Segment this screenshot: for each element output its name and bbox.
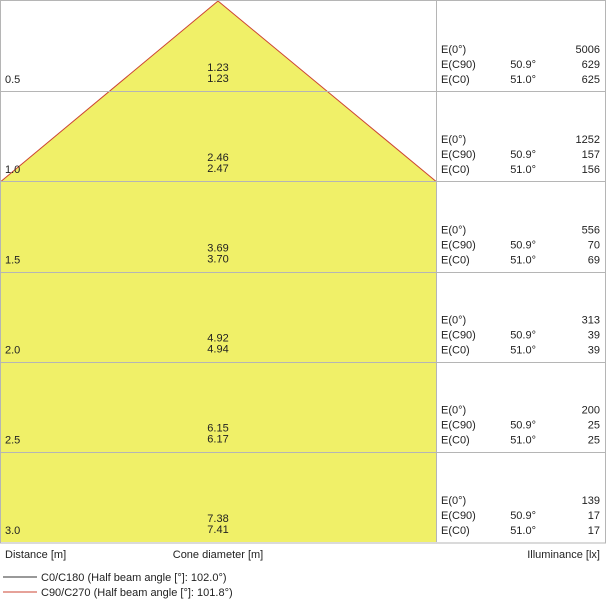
- cone-diameter-c0: 6.15: [207, 423, 228, 435]
- ec90-value: 25: [588, 420, 600, 432]
- ec90-angle: 50.9°: [510, 239, 536, 251]
- cone-diameter-c0: 7.38: [207, 513, 228, 525]
- distance-row: 0.5 1.231.23 E(0°) 5006 E(C90) 50.9° 629 E(C0) 5…: [5, 44, 600, 86]
- ec90-label: E(C90): [441, 510, 476, 522]
- distance-value: 2.0: [5, 345, 20, 357]
- ec90-label: E(C90): [441, 420, 476, 432]
- distance-row: 1.5 3.693.70 E(0°) 556 E(C90) 50.9° 70 E(C0) 51.…: [5, 224, 600, 266]
- e0-value: 200: [582, 405, 600, 417]
- ec90-value: 70: [588, 239, 600, 251]
- ec90-angle: 50.9°: [510, 149, 536, 161]
- distance-axis-label: Distance [m]: [5, 549, 66, 561]
- ec0-label: E(C0): [441, 345, 470, 357]
- e0-label: E(0°): [441, 134, 466, 146]
- ec0-angle: 51.0°: [510, 164, 536, 176]
- e0-label: E(0°): [441, 224, 466, 236]
- ec90-label: E(C90): [441, 59, 476, 71]
- ec0-value: 17: [588, 525, 600, 537]
- ec0-label: E(C0): [441, 254, 470, 266]
- cone-diameter-c0: 4.92: [207, 333, 228, 345]
- ec0-value: 156: [582, 164, 600, 176]
- ec0-angle: 51.0°: [510, 435, 536, 447]
- ec0-label: E(C0): [441, 164, 470, 176]
- ec0-angle: 51.0°: [510, 345, 536, 357]
- distance-value: 1.5: [5, 254, 20, 266]
- cone-diameter-c90: 2.47: [207, 163, 228, 175]
- cone-diameter-c90: 6.17: [207, 434, 228, 446]
- illuminance-label: Illuminance [lx]: [527, 549, 600, 561]
- distance-value: 1.0: [5, 164, 20, 176]
- ec90-label: E(C90): [441, 149, 476, 161]
- distance-row: 3.0 7.387.41 E(0°) 139 E(C90) 50.9° 17 E(C0) 51.…: [5, 495, 600, 537]
- cone-diameter-c90: 7.41: [207, 524, 228, 536]
- ec0-label: E(C0): [441, 435, 470, 447]
- cone-diameter-c90: 4.94: [207, 344, 228, 356]
- distance-row: 2.5 6.156.17 E(0°) 200 E(C90) 50.9° 25 E(C0) 51.…: [5, 405, 600, 447]
- cone-diameter-c90: 3.70: [207, 253, 228, 265]
- e0-value: 556: [582, 224, 600, 236]
- ec0-angle: 51.0°: [510, 254, 536, 266]
- ec0-value: 69: [588, 254, 600, 266]
- ec90-angle: 50.9°: [510, 59, 536, 71]
- distance-value: 2.5: [5, 435, 20, 447]
- ec0-angle: 51.0°: [510, 74, 536, 86]
- ec0-value: 39: [588, 345, 600, 357]
- ec90-value: 157: [582, 149, 600, 161]
- ec90-angle: 50.9°: [510, 330, 536, 342]
- ec90-label: E(C90): [441, 239, 476, 251]
- rows-layer: 0.5 1.231.23 E(0°) 5006 E(C90) 50.9° 629 E(C0) 5…: [5, 44, 600, 537]
- cone-diameter-c90: 1.23: [207, 73, 228, 85]
- ec90-value: 17: [588, 510, 600, 522]
- e0-label: E(0°): [441, 44, 466, 56]
- ec0-value: 625: [582, 74, 600, 86]
- e0-label: E(0°): [441, 495, 466, 507]
- cone-diameter-c0: 2.46: [207, 152, 228, 164]
- cone-diameter-c0: 3.69: [207, 242, 228, 254]
- e0-label: E(0°): [441, 405, 466, 417]
- distance-row: 2.0 4.924.94 E(0°) 313 E(C90) 50.9° 39 E(C0) 51.…: [5, 315, 600, 357]
- distance-row: 1.0 2.462.47 E(0°) 1252 E(C90) 50.9° 157 E(C0) 5…: [5, 134, 600, 176]
- cone-diameter-label: Cone diameter [m]: [173, 549, 263, 561]
- ec0-angle: 51.0°: [510, 525, 536, 537]
- e0-value: 139: [582, 495, 600, 507]
- ec0-label: E(C0): [441, 74, 470, 86]
- distance-value: 0.5: [5, 74, 20, 86]
- e0-value: 5006: [576, 44, 600, 56]
- ec90-label: E(C90): [441, 330, 476, 342]
- e0-label: E(0°): [441, 315, 466, 327]
- ec0-label: E(C0): [441, 525, 470, 537]
- distance-value: 3.0: [5, 525, 20, 537]
- ec90-value: 39: [588, 330, 600, 342]
- legend-c0-label: C0/C180 (Half beam angle [°]: 102.0°): [41, 572, 227, 584]
- ec90-value: 629: [582, 59, 600, 71]
- e0-value: 1252: [576, 134, 600, 146]
- legend-c90-label: C90/C270 (Half beam angle [°]: 101.8°): [41, 587, 233, 599]
- ec0-value: 25: [588, 435, 600, 447]
- cone-diameter-c0: 1.23: [207, 62, 228, 74]
- light-cone: [1, 1, 436, 542]
- ec90-angle: 50.9°: [510, 510, 536, 522]
- ec90-angle: 50.9°: [510, 420, 536, 432]
- e0-value: 313: [582, 315, 600, 327]
